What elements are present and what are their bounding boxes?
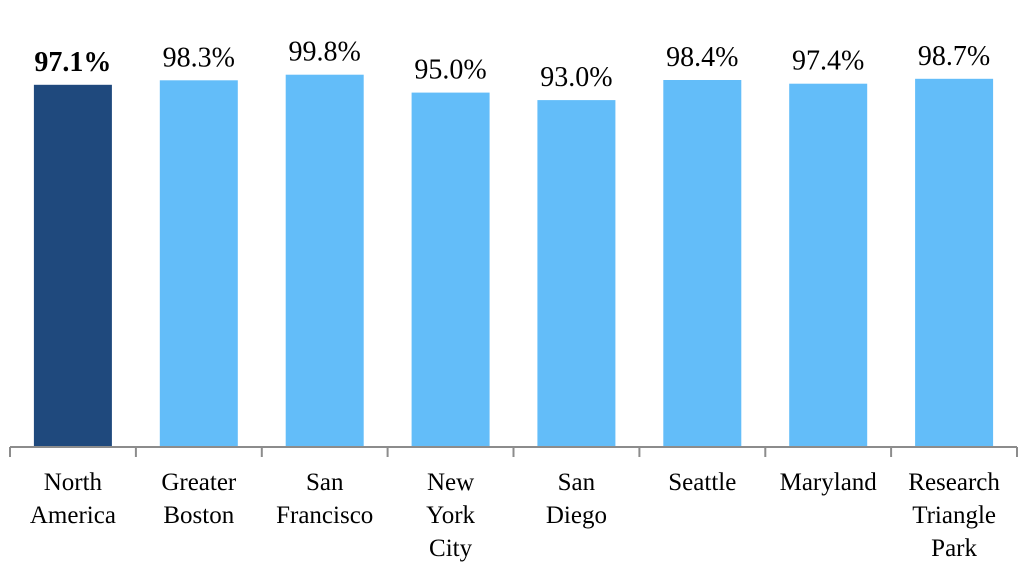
bars-group — [33, 74, 994, 448]
value-label-seattle: 98.4% — [666, 42, 738, 73]
bar-maryland — [789, 83, 868, 447]
bar-new-york-city — [411, 92, 490, 447]
value-label-north-america: 97.1% — [34, 47, 111, 78]
bar-san-francisco — [285, 74, 364, 447]
category-label-maryland: Maryland — [780, 469, 878, 496]
x-axis — [9, 446, 1018, 457]
value-label-greater-boston: 98.3% — [163, 42, 235, 73]
value-label-maryland: 97.4% — [792, 46, 864, 77]
value-label-new-york-city: 95.0% — [414, 55, 486, 86]
category-label-new-york-city: New York City — [426, 469, 475, 562]
category-label-san-francisco: San Francisco — [276, 469, 373, 529]
value-labels-group: 97.1% 98.3% 99.8% 95.0% 93.0% 98.4% 97.4% 98.7% — [34, 37, 990, 93]
value-label-research-triangle-park: 98.7% — [918, 41, 990, 72]
category-label-research-triangle-park: Research Triangle Park — [908, 469, 1000, 562]
value-label-san-diego: 93.0% — [540, 62, 612, 93]
bar-research-triangle-park — [915, 78, 994, 448]
category-label-san-diego: San Diego — [546, 469, 607, 529]
category-label-seattle: Seattle — [668, 469, 736, 496]
category-label-greater-boston: Greater Boston — [161, 469, 237, 529]
category-label-north-america: North America — [30, 469, 116, 529]
bar-north-america — [33, 84, 112, 448]
bar-seattle — [663, 80, 742, 447]
category-labels-group: North America Greater Boston San Francisco New… — [30, 469, 1001, 562]
bar-greater-boston — [159, 80, 238, 448]
bar-san-diego — [537, 100, 616, 447]
value-label-san-francisco: 99.8% — [289, 37, 361, 68]
